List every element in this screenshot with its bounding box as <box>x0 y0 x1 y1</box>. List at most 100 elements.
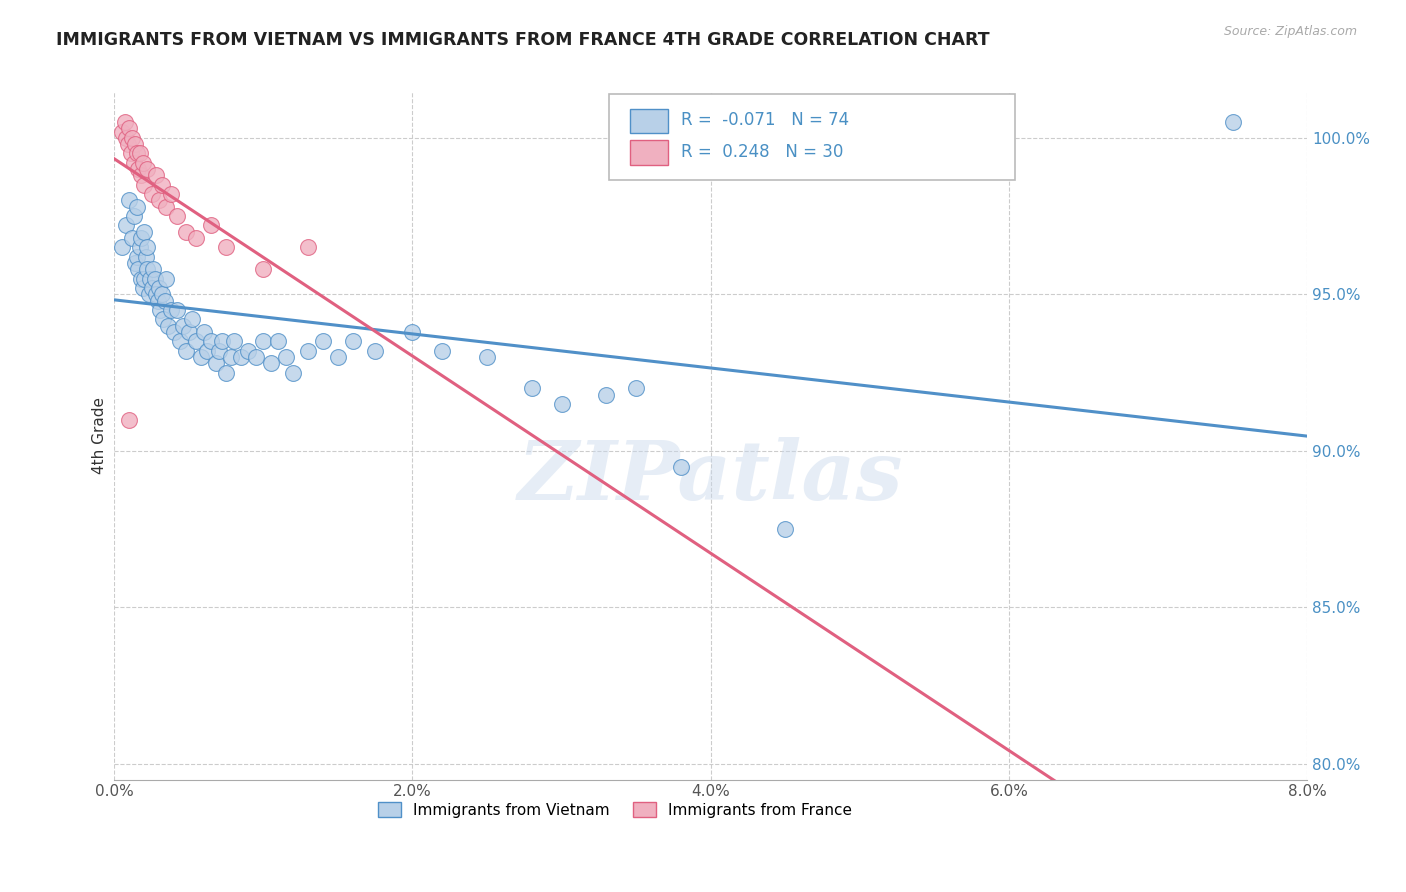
Point <box>364 343 387 358</box>
Text: R =  -0.071   N = 74: R = -0.071 N = 74 <box>681 112 849 129</box>
Point <box>238 343 260 358</box>
Point <box>475 350 498 364</box>
Point <box>131 281 153 295</box>
Point <box>125 200 148 214</box>
Point <box>148 194 170 208</box>
Point <box>200 219 222 233</box>
Point <box>128 146 150 161</box>
Point <box>127 262 149 277</box>
Point <box>135 250 157 264</box>
Point <box>595 387 617 401</box>
Point <box>128 240 150 254</box>
Point <box>127 162 149 177</box>
Point <box>145 287 167 301</box>
Point <box>141 281 163 295</box>
Point <box>117 136 139 151</box>
Point <box>297 240 319 254</box>
Point <box>342 334 364 349</box>
Point <box>155 200 177 214</box>
Point <box>550 397 572 411</box>
Point <box>115 219 138 233</box>
Point <box>163 325 186 339</box>
Point <box>150 287 173 301</box>
Text: IMMIGRANTS FROM VIETNAM VS IMMIGRANTS FROM FRANCE 4TH GRADE CORRELATION CHART: IMMIGRANTS FROM VIETNAM VS IMMIGRANTS FR… <box>56 31 990 49</box>
Point <box>166 303 188 318</box>
Point <box>136 162 159 177</box>
Bar <box>630 140 668 164</box>
Point <box>129 169 152 183</box>
Point <box>245 350 267 364</box>
Point <box>132 225 155 239</box>
Point <box>124 256 146 270</box>
Point <box>145 169 167 183</box>
Point <box>160 303 183 318</box>
Point <box>172 318 194 333</box>
Legend: Immigrants from Vietnam, Immigrants from France: Immigrants from Vietnam, Immigrants from… <box>373 796 858 823</box>
Point <box>260 356 283 370</box>
Point <box>129 231 152 245</box>
Point <box>125 146 148 161</box>
FancyBboxPatch shape <box>609 95 1015 180</box>
Point <box>669 459 692 474</box>
Point <box>148 281 170 295</box>
Point <box>118 121 141 136</box>
Point <box>160 187 183 202</box>
Point <box>111 240 134 254</box>
Point <box>297 343 319 358</box>
Point <box>122 156 145 170</box>
Point <box>169 334 191 349</box>
Point <box>121 231 143 245</box>
Point <box>312 334 335 349</box>
Point <box>252 334 274 349</box>
Point <box>211 334 233 349</box>
Point <box>122 209 145 223</box>
Point <box>114 115 136 129</box>
Point <box>125 250 148 264</box>
Point <box>195 343 218 358</box>
Point <box>142 262 165 277</box>
Point <box>283 366 305 380</box>
Point <box>156 318 179 333</box>
Point <box>152 312 174 326</box>
Point <box>1222 115 1244 129</box>
Point <box>132 178 155 192</box>
Point <box>121 130 143 145</box>
Point <box>229 350 252 364</box>
Point <box>118 412 141 426</box>
Point <box>141 187 163 202</box>
Point <box>129 271 152 285</box>
Point <box>267 334 290 349</box>
Point <box>174 225 197 239</box>
Point <box>180 312 202 326</box>
Point <box>200 334 222 349</box>
Point <box>222 334 245 349</box>
Point <box>208 343 231 358</box>
Point <box>120 146 142 161</box>
Point <box>136 240 159 254</box>
Point <box>401 325 423 339</box>
Point <box>143 271 166 285</box>
Point <box>166 209 188 223</box>
Text: R =  0.248   N = 30: R = 0.248 N = 30 <box>681 143 844 161</box>
Point <box>219 350 242 364</box>
Point <box>773 522 796 536</box>
Point <box>177 325 200 339</box>
Point <box>111 124 134 138</box>
Point <box>138 287 160 301</box>
Point <box>115 130 138 145</box>
Point <box>215 240 238 254</box>
Y-axis label: 4th Grade: 4th Grade <box>93 397 107 474</box>
Point <box>153 293 176 308</box>
Point <box>274 350 297 364</box>
Point <box>186 334 208 349</box>
Point <box>204 356 226 370</box>
Point <box>118 194 141 208</box>
Point <box>252 262 274 277</box>
Point <box>149 303 172 318</box>
Bar <box>630 109 668 133</box>
Point <box>124 136 146 151</box>
Point <box>326 350 349 364</box>
Text: Source: ZipAtlas.com: Source: ZipAtlas.com <box>1223 25 1357 38</box>
Point <box>131 156 153 170</box>
Point <box>155 271 177 285</box>
